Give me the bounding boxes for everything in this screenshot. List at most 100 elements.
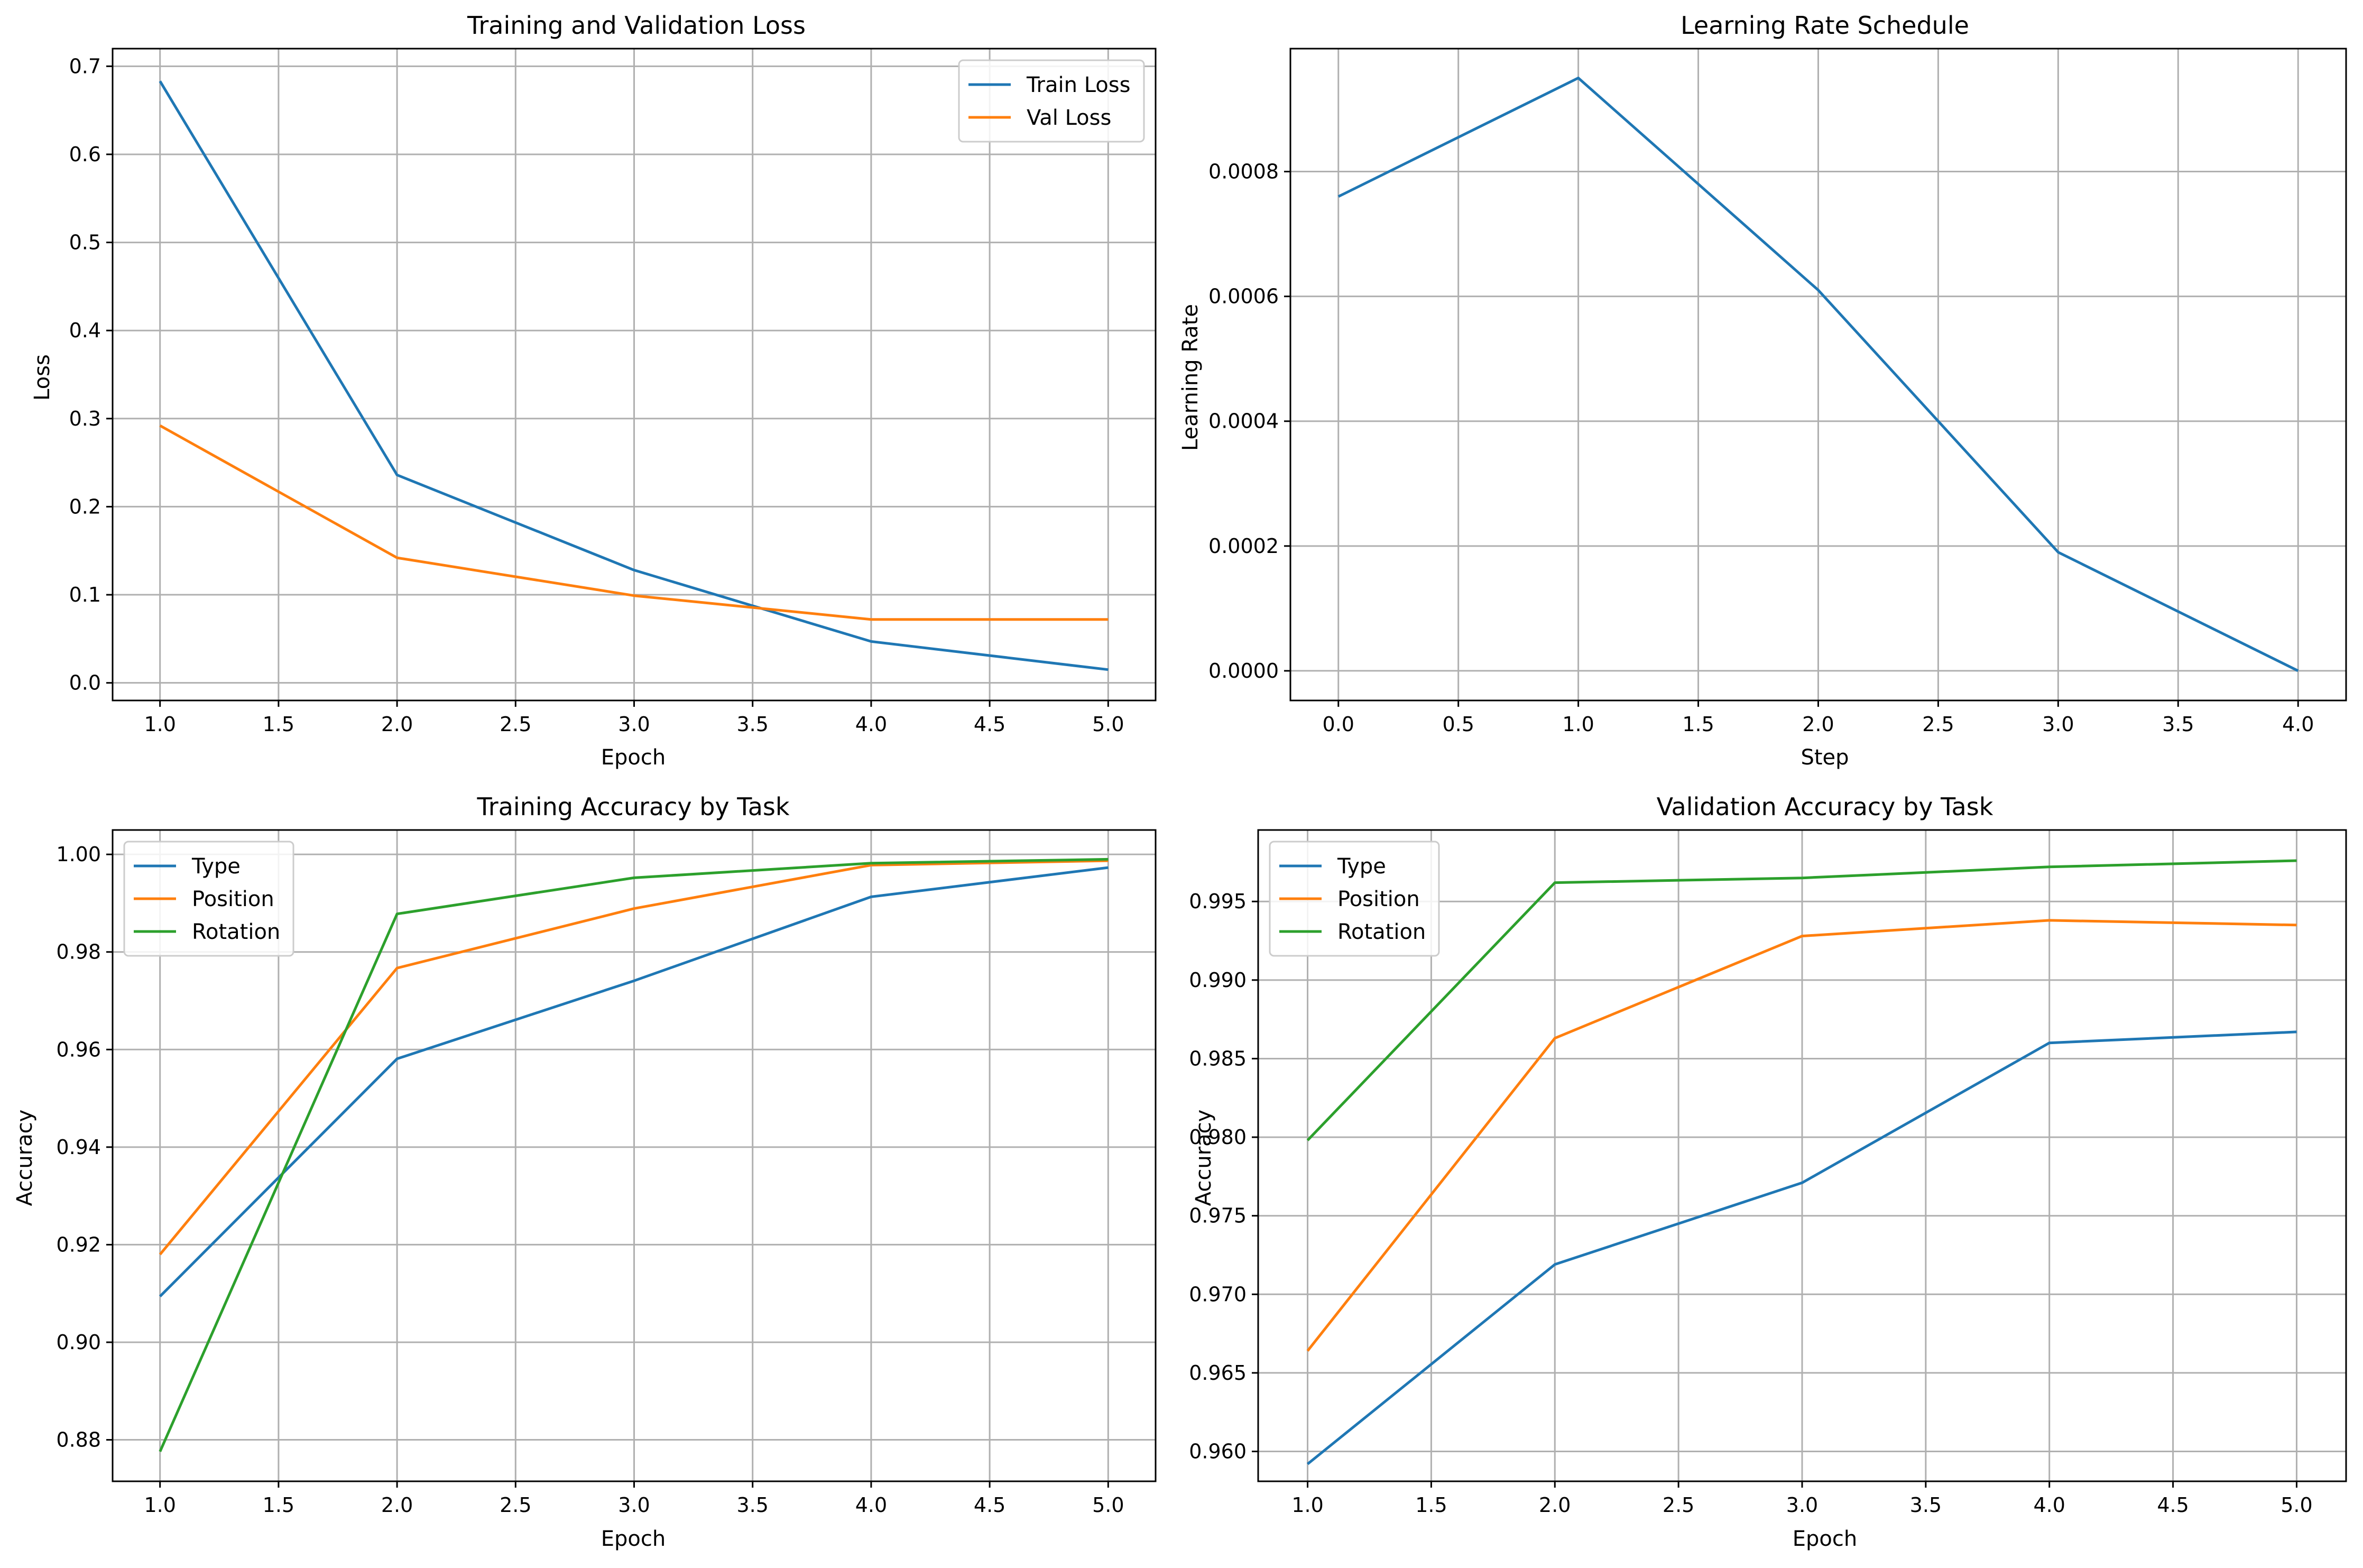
x-tick-label: 4.0 — [855, 1493, 887, 1517]
x-tick-label: 1.0 — [144, 1493, 176, 1517]
y-tick-label: 0.0004 — [1208, 410, 1279, 433]
y-axis-label: Learning Rate — [1178, 304, 1203, 451]
x-tick-label: 3.5 — [1910, 1493, 1942, 1517]
legend-label: Position — [1337, 887, 1420, 911]
x-axis-label: Step — [1801, 745, 1849, 770]
x-tick-label: 1.0 — [1291, 1493, 1323, 1517]
x-tick-label: 2.5 — [500, 713, 531, 736]
x-axis-label: Epoch — [601, 745, 666, 770]
series-line — [159, 424, 1109, 621]
legend-label: Type — [1337, 854, 1386, 879]
y-tick-label: 0.98 — [56, 940, 101, 964]
x-tick-label: 0.0 — [1323, 713, 1354, 736]
y-tick-label: 0.92 — [56, 1233, 101, 1256]
y-axis-label: Loss — [30, 354, 54, 401]
y-tick-label: 1.00 — [56, 843, 101, 866]
legend-label: Train Loss — [1026, 73, 1130, 97]
x-tick-label: 3.0 — [1786, 1493, 1818, 1517]
x-tick-label: 1.5 — [263, 1493, 294, 1517]
y-tick-label: 0.5 — [69, 231, 101, 254]
x-axis-label: Epoch — [1793, 1527, 1857, 1551]
axes-frame — [1289, 48, 2347, 702]
x-tick-label: 5.0 — [1092, 713, 1124, 736]
y-tick-label: 0.0 — [69, 671, 101, 695]
y-tick-label: 0.2 — [69, 495, 101, 518]
legend-label: Type — [191, 854, 241, 879]
y-tick-label: 0.965 — [1189, 1361, 1247, 1385]
x-tick-label: 0.5 — [1442, 713, 1474, 736]
y-tick-label: 0.985 — [1189, 1047, 1247, 1070]
axes-frame — [112, 48, 1157, 702]
y-tick-label: 0.960 — [1189, 1440, 1247, 1463]
series-line — [1306, 1030, 2297, 1465]
panel-training-accuracy-by-task: Training Accuracy by Task Epoch Accuracy… — [13, 792, 1157, 1551]
y-tick-label: 0.0002 — [1208, 534, 1279, 558]
y-tick-label: 0.0000 — [1208, 659, 1279, 682]
x-tick-label: 4.5 — [2157, 1493, 2189, 1517]
x-tick-label: 2.0 — [381, 713, 413, 736]
series-line — [1306, 859, 2297, 1141]
y-axis-label: Accuracy — [1192, 1110, 1216, 1206]
legend-label: Position — [192, 887, 274, 911]
y-axis-label: Accuracy — [13, 1110, 37, 1206]
x-tick-label: 4.5 — [974, 1493, 1005, 1517]
x-tick-label: 1.5 — [1682, 713, 1714, 736]
legend: Type Position Rotation — [1269, 841, 1440, 957]
y-tick-label: 0.995 — [1189, 890, 1247, 913]
series-line — [159, 859, 1109, 1256]
axes-frame — [1257, 829, 2347, 1482]
series-line — [159, 866, 1109, 1297]
chart-title: Training Accuracy by Task — [476, 792, 789, 821]
panel-training-validation-loss: Training and Validation Loss Epoch Loss … — [30, 11, 1157, 770]
y-tick-label: 0.4 — [69, 319, 101, 342]
x-tick-label: 3.5 — [736, 713, 768, 736]
x-tick-label: 1.5 — [263, 713, 294, 736]
x-tick-label: 3.0 — [618, 713, 650, 736]
x-tick-label: 1.0 — [144, 713, 176, 736]
x-tick-label: 2.5 — [1922, 713, 1954, 736]
y-tick-label: 0.990 — [1189, 969, 1247, 992]
chart-title: Learning Rate Schedule — [1681, 11, 1969, 40]
y-tick-label: 0.1 — [69, 583, 101, 606]
x-tick-label: 2.5 — [1663, 1493, 1694, 1517]
y-tick-label: 0.970 — [1189, 1283, 1247, 1306]
x-tick-label: 3.0 — [618, 1493, 650, 1517]
panel-validation-accuracy-by-task: Validation Accuracy by Task Epoch Accura… — [1189, 792, 2347, 1551]
series-line — [1306, 919, 2297, 1352]
legend-label: Rotation — [1337, 920, 1426, 944]
x-tick-label: 4.0 — [2282, 713, 2314, 736]
x-axis-label: Epoch — [601, 1527, 666, 1551]
x-tick-label: 5.0 — [1092, 1493, 1124, 1517]
legend: Train Loss Val Loss — [958, 59, 1145, 143]
series-line — [159, 80, 1109, 671]
x-tick-label: 3.5 — [2162, 713, 2194, 736]
y-tick-label: 0.980 — [1189, 1126, 1247, 1149]
x-tick-label: 2.0 — [381, 1493, 413, 1517]
x-tick-label: 2.0 — [1802, 713, 1834, 736]
y-tick-label: 0.94 — [56, 1136, 101, 1159]
x-tick-label: 4.5 — [974, 713, 1005, 736]
chart-title: Validation Accuracy by Task — [1657, 792, 1993, 821]
y-tick-label: 0.0008 — [1208, 160, 1279, 183]
y-tick-label: 0.7 — [69, 54, 101, 78]
x-tick-label: 1.5 — [1415, 1493, 1447, 1517]
y-tick-label: 0.90 — [56, 1331, 101, 1354]
y-tick-label: 0.96 — [56, 1038, 101, 1061]
series-line — [1337, 77, 2299, 672]
x-tick-label: 4.0 — [855, 713, 887, 736]
legend: Type Position Rotation — [123, 841, 294, 957]
legend-label: Val Loss — [1027, 106, 1111, 130]
legend-box — [1269, 841, 1440, 957]
series-line — [159, 857, 1109, 1452]
panel-learning-rate-schedule: Learning Rate Schedule Step Learning Rat… — [1178, 11, 2347, 770]
x-tick-label: 3.5 — [736, 1493, 768, 1517]
y-tick-label: 0.975 — [1189, 1204, 1247, 1228]
y-tick-label: 0.88 — [56, 1428, 101, 1452]
legend-box — [958, 59, 1145, 143]
x-tick-label: 2.0 — [1539, 1493, 1571, 1517]
axes-frame — [112, 829, 1157, 1482]
x-tick-label: 3.0 — [2042, 713, 2074, 736]
x-tick-label: 4.0 — [2034, 1493, 2065, 1517]
